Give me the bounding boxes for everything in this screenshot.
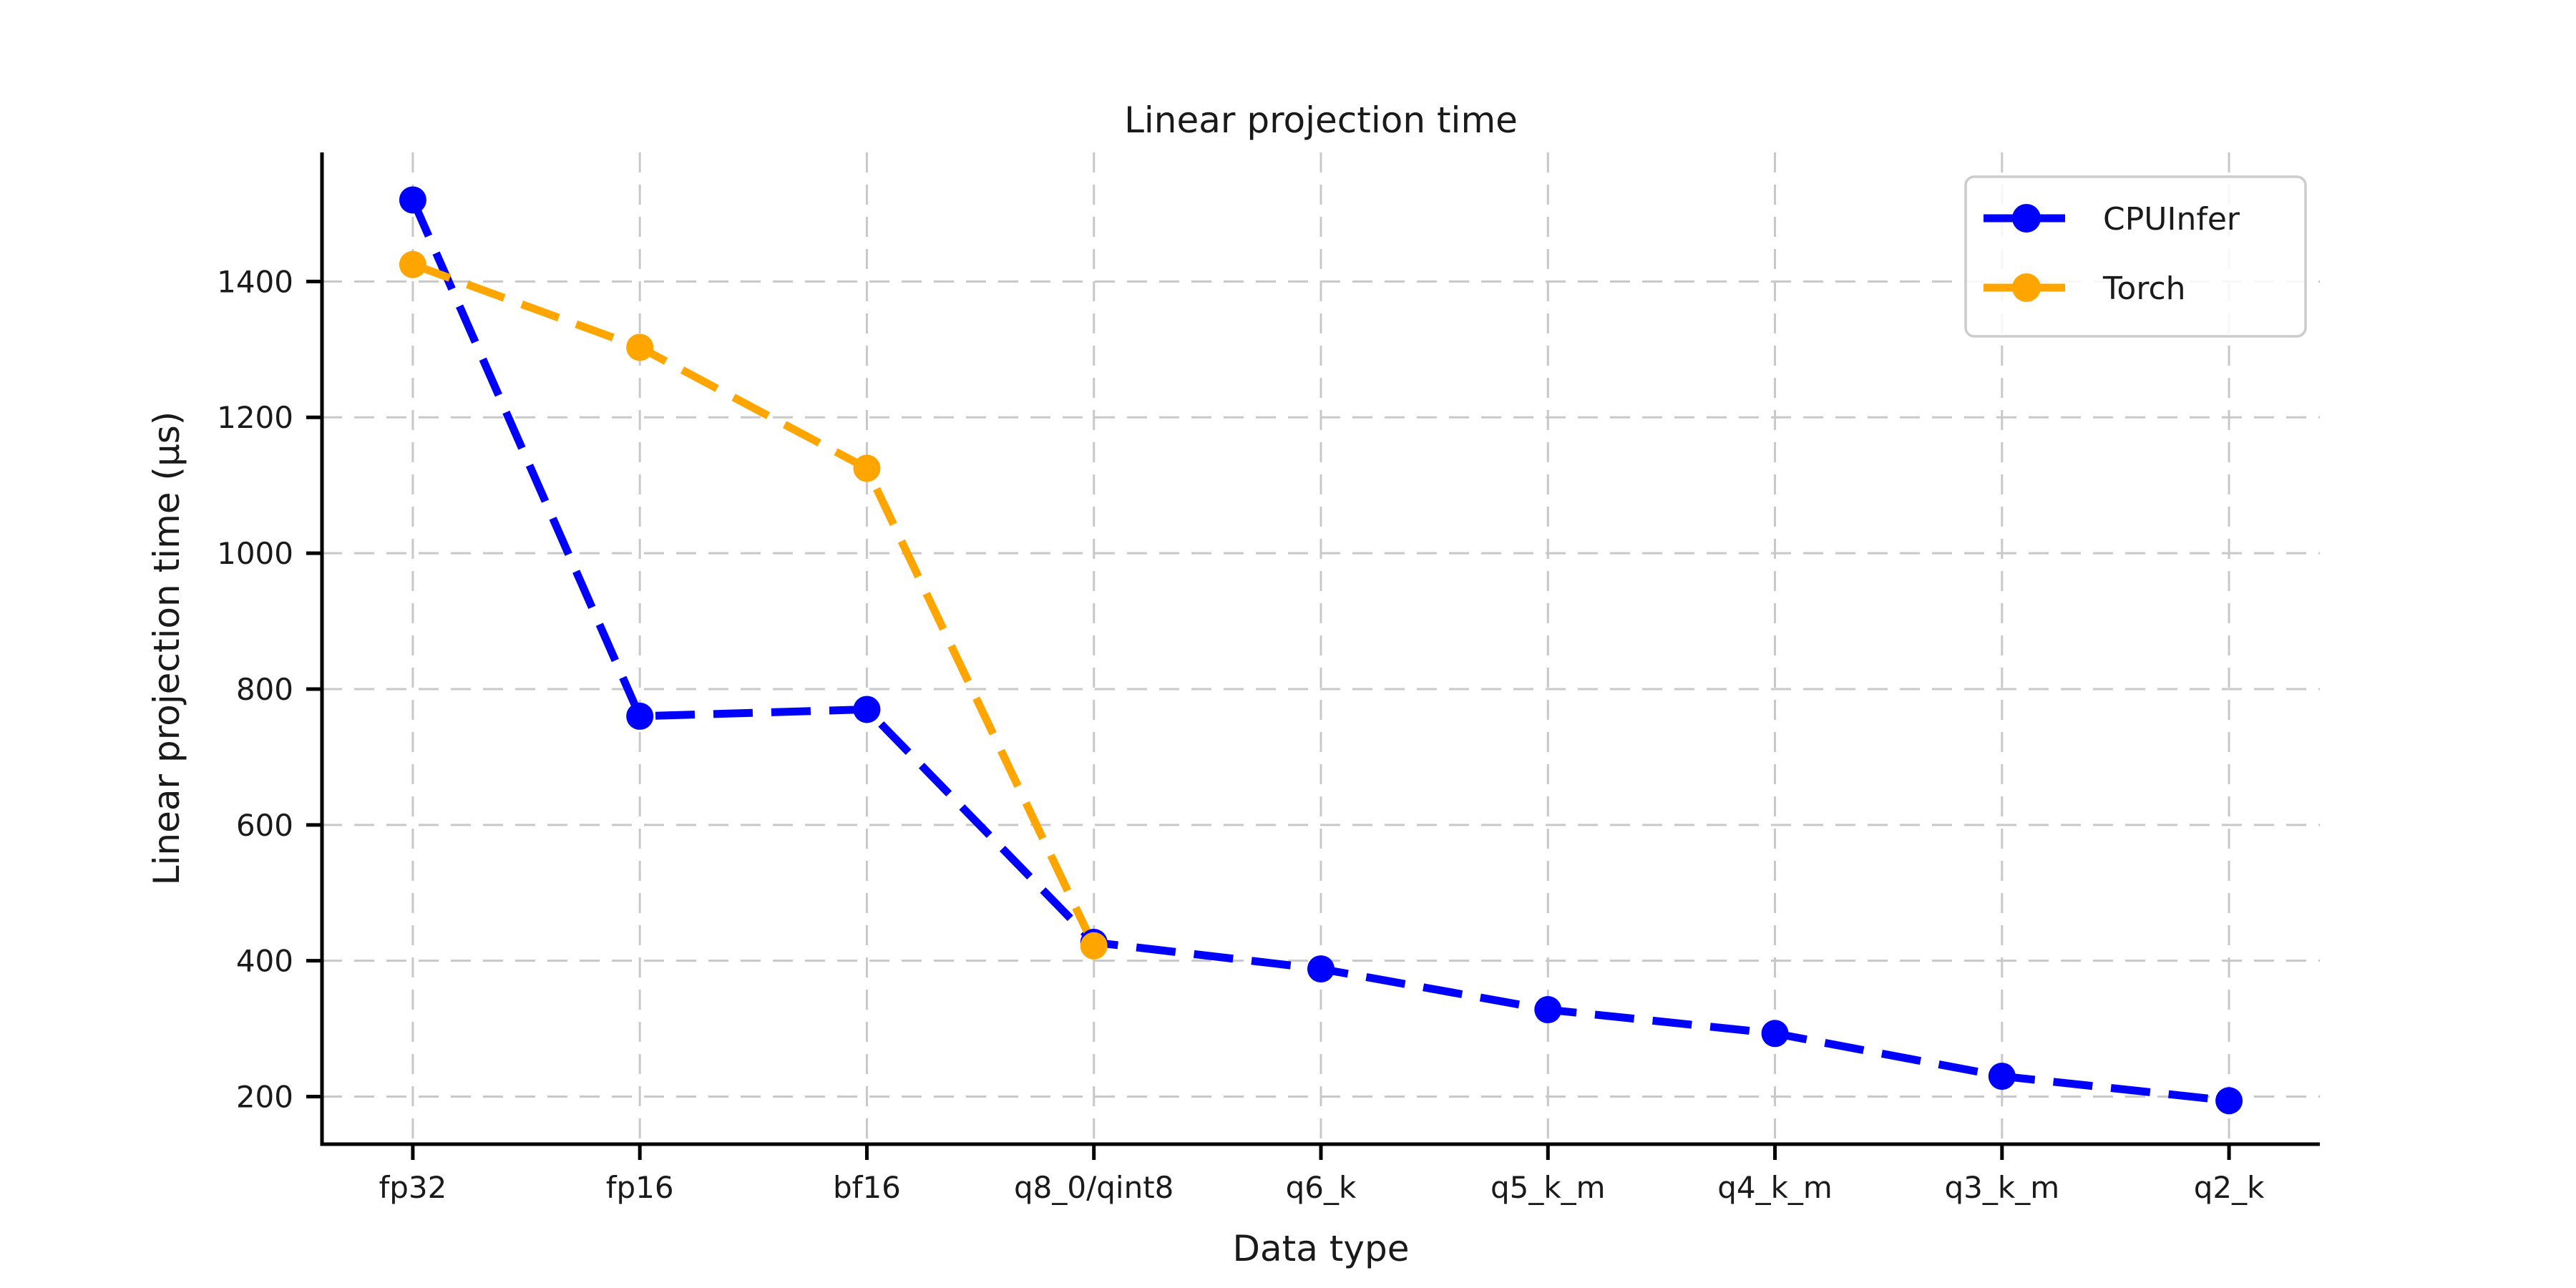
horizontal-gridlines (322, 280, 2320, 1098)
data-point-CPUInfer (626, 702, 654, 730)
data-point-CPUInfer (399, 186, 426, 214)
y-tick-label: 600 (236, 808, 293, 843)
tick-marks (306, 279, 2231, 1160)
x-tick-label: q3_k_m (1945, 1170, 2060, 1205)
x-tick-label: q8_0/qint8 (1014, 1170, 1174, 1205)
data-point-Torch (626, 333, 654, 361)
legend-label-torch: Torch (2102, 270, 2186, 307)
data-point-Torch (853, 454, 881, 482)
data-point-Torch (1080, 932, 1108, 960)
data-point-CPUInfer (1988, 1063, 2016, 1091)
y-tick-label: 1200 (217, 400, 293, 435)
y-tick-label: 800 (236, 672, 293, 707)
y-axis-label: Linear projection time (μs) (146, 411, 187, 886)
x-tick-labels: fp32 fp16 bf16 q8_0/qint8 q6_k q5_k_m q4_k_m q3… (379, 1170, 2265, 1205)
y-tick-label: 400 (236, 944, 293, 979)
data-point-CPUInfer (2215, 1087, 2243, 1115)
y-tick-label: 200 (236, 1080, 293, 1115)
data-point-CPUInfer (853, 696, 881, 723)
legend-marker-cpuinfer (2012, 204, 2041, 233)
legend: CPUInfer Torch (1964, 175, 2307, 338)
x-tick-label: q5_k_m (1491, 1170, 1606, 1205)
chart-title: Linear projection time (1124, 99, 1518, 141)
x-tick-label: q4_k_m (1717, 1170, 1833, 1205)
y-tick-label: 1400 (217, 264, 293, 299)
x-axis-label: Data type (1233, 1228, 1410, 1269)
series-line-Torch (411, 260, 1098, 948)
x-tick-label: fp32 (379, 1170, 447, 1205)
data-point-CPUInfer (1761, 1020, 1789, 1048)
vertical-gridlines (411, 152, 2230, 1144)
y-tick-labels: 200 400 600 800 1000 1200 1400 (217, 264, 293, 1114)
legend-label-cpuinfer: CPUInfer (2103, 201, 2240, 238)
legend-entry-cpuinfer: CPUInfer (1984, 201, 2240, 238)
y-tick-label: 1000 (217, 536, 293, 571)
data-point-CPUInfer (1534, 996, 1562, 1024)
x-tick-label: q2_k (2194, 1170, 2265, 1205)
x-tick-label: fp16 (606, 1170, 674, 1205)
series-markers (399, 186, 2243, 1115)
legend-entry-torch: Torch (1984, 270, 2186, 307)
x-tick-label: q6_k (1286, 1170, 1357, 1205)
data-point-CPUInfer (1307, 955, 1335, 983)
x-tick-label: bf16 (833, 1170, 901, 1205)
data-point-Torch (399, 250, 426, 278)
legend-marker-torch (2012, 273, 2041, 302)
